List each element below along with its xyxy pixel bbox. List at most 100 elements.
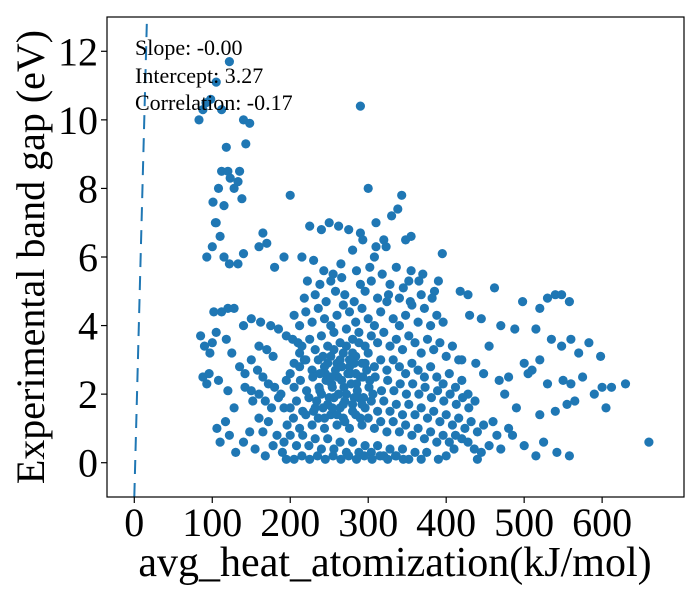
scatter-point [366, 276, 376, 286]
scatter-point [620, 379, 631, 389]
scatter-point [312, 396, 322, 406]
scatter-point [382, 365, 392, 375]
scatter-point [217, 166, 227, 176]
scatter-point [466, 417, 476, 427]
scatter-point [359, 451, 369, 461]
scatter-point [476, 447, 486, 457]
scatter-point [316, 331, 326, 341]
y-tick-label: 6 [78, 235, 98, 280]
scatter-point [217, 105, 227, 115]
y-tick-label: 0 [78, 441, 98, 486]
scatter-point [262, 238, 272, 248]
scatter-point [552, 447, 562, 457]
scatter-point [488, 417, 498, 427]
scatter-point [376, 307, 386, 317]
scatter-point [393, 204, 403, 214]
scatter-point [349, 393, 359, 403]
scatter-point [219, 201, 229, 211]
scatter-point [518, 297, 528, 307]
x-tick-label: 500 [494, 500, 554, 545]
scatter-point [504, 423, 514, 433]
scatter-point [285, 430, 295, 440]
scatter-point [597, 382, 607, 392]
scatter-point [496, 444, 506, 454]
scatter-point [368, 389, 378, 399]
scatter-point [391, 262, 401, 272]
x-axis-label: avg_heat_atomization(kJ/mol) [138, 540, 651, 586]
scatter-point [231, 447, 241, 457]
scatter-point [355, 279, 365, 289]
scatter-point [310, 345, 320, 355]
scatter-point [248, 396, 258, 406]
scatter-point [301, 307, 311, 317]
scatter-point [364, 382, 374, 392]
scatter-point [196, 331, 206, 341]
scatter-point [437, 249, 447, 259]
scatter-point [266, 403, 277, 413]
scatter-point [202, 379, 212, 389]
scatter-point [407, 358, 417, 368]
scatter-point [404, 399, 414, 409]
scatter-point [496, 321, 506, 331]
scatter-point [427, 293, 437, 303]
scatter-point [301, 410, 311, 420]
scatter-point [589, 389, 599, 399]
y-tick-label: 12 [58, 29, 98, 74]
scatter-point [305, 221, 315, 231]
annotation-slope: Slope: -0.00 [135, 35, 243, 60]
scatter-point [245, 118, 255, 128]
scatter-point [221, 142, 231, 152]
scatter-point [531, 324, 541, 334]
scatter-point [315, 386, 325, 396]
scatter-point [315, 279, 325, 289]
scatter-point [469, 444, 479, 454]
scatter-point [318, 403, 328, 413]
scatter-point [457, 375, 467, 385]
scatter-point [229, 303, 239, 313]
scatter-point [531, 451, 541, 461]
scatter-point [542, 293, 553, 303]
scatter-point [336, 454, 346, 464]
scatter-point [445, 389, 455, 399]
scatter-point [373, 338, 383, 348]
scatter-point [371, 218, 381, 228]
scatter-point [213, 375, 224, 385]
scatter-point [438, 430, 448, 440]
scatter-point [373, 441, 383, 451]
scatter-point [319, 266, 329, 276]
scatter-point [277, 447, 287, 457]
scatter-point [224, 259, 234, 269]
scatter-point [388, 355, 398, 365]
scatter-point [574, 348, 584, 358]
scatter-point [272, 430, 282, 440]
scatter-point [316, 225, 326, 235]
scatter-point [304, 441, 314, 451]
scatter-point [320, 454, 330, 464]
scatter-point [371, 242, 381, 252]
scatter-point [268, 441, 278, 451]
scatter-point [601, 403, 611, 413]
scatter-point [398, 454, 408, 464]
annotation-correlation: Correlation: -0.17 [135, 90, 293, 115]
scatter-point [254, 242, 264, 252]
scatter-point [363, 413, 373, 423]
scatter-point [229, 183, 239, 193]
scatter-point [404, 276, 414, 286]
scatter-point [223, 386, 233, 396]
scatter-point [205, 348, 215, 358]
scatter-point [297, 451, 307, 461]
scatter-point [416, 290, 426, 300]
scatter-point [262, 345, 272, 355]
scatter-point [441, 451, 451, 461]
scatter-point [406, 266, 416, 276]
scatter-point [414, 389, 424, 399]
y-tick-label: 8 [78, 166, 98, 211]
scatter-point [321, 297, 331, 307]
scatter-point [373, 406, 383, 416]
scatter-point [351, 266, 362, 276]
scatter-point [307, 420, 317, 430]
scatter-point [344, 451, 354, 461]
scatter-point [644, 437, 654, 447]
scatter-point [315, 369, 325, 379]
scatter-point [263, 417, 273, 427]
